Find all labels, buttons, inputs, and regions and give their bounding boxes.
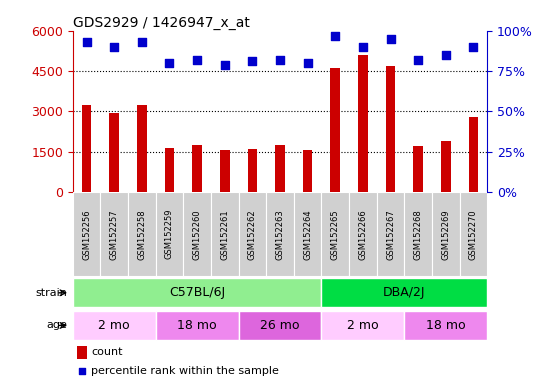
Bar [137,104,147,192]
Text: GSM152269: GSM152269 [441,209,450,260]
Bar [211,192,239,276]
Bar [441,141,451,192]
Point [441,52,450,58]
Bar [100,192,128,276]
Bar [165,147,174,192]
Bar [156,192,183,276]
Text: count: count [91,347,123,358]
Text: percentile rank within the sample: percentile rank within the sample [91,366,279,376]
Text: age: age [46,320,67,331]
Bar [239,192,266,276]
Bar [73,311,156,340]
Bar [275,145,285,192]
Text: GSM152266: GSM152266 [358,209,367,260]
Text: strain: strain [35,288,67,298]
Bar [413,146,423,192]
Text: 18 mo: 18 mo [426,319,465,332]
Point [358,44,367,50]
Text: GSM152265: GSM152265 [331,209,340,260]
Text: C57BL/6J: C57BL/6J [169,286,225,299]
Point [248,58,257,65]
Bar [404,311,487,340]
Bar [386,66,395,192]
Text: GSM152256: GSM152256 [82,209,91,260]
Bar [460,192,487,276]
Bar [469,117,478,192]
Text: GSM152268: GSM152268 [414,209,423,260]
Bar [156,311,239,340]
Point [386,36,395,42]
Bar [82,104,91,192]
Bar [321,311,404,340]
Bar [248,149,257,192]
Bar [192,145,202,192]
Text: 2 mo: 2 mo [99,319,130,332]
Point [331,33,340,39]
Point [165,60,174,66]
Text: 18 mo: 18 mo [178,319,217,332]
Text: 26 mo: 26 mo [260,319,300,332]
Bar [432,192,460,276]
Text: GSM152257: GSM152257 [110,209,119,260]
Text: GSM152267: GSM152267 [386,209,395,260]
Text: GSM152264: GSM152264 [303,209,312,260]
Bar [77,346,87,359]
Bar [358,55,368,192]
Bar [321,192,349,276]
Text: GSM152270: GSM152270 [469,209,478,260]
Bar [220,150,230,192]
Bar [239,311,321,340]
Point [82,39,91,45]
Point [220,61,229,68]
Text: DBA/2J: DBA/2J [383,286,426,299]
Bar [109,113,119,192]
Bar [73,192,100,276]
Point [137,39,146,45]
Text: GSM152259: GSM152259 [165,209,174,260]
Bar [349,192,377,276]
Text: GSM152262: GSM152262 [248,209,257,260]
Text: GSM152258: GSM152258 [137,209,146,260]
Point [110,44,119,50]
Point [414,57,423,63]
Text: GSM152260: GSM152260 [193,209,202,260]
Bar [266,192,294,276]
Text: GDS2929 / 1426947_x_at: GDS2929 / 1426947_x_at [73,16,250,30]
Point [78,367,87,374]
Text: GSM152263: GSM152263 [276,209,284,260]
Text: GSM152261: GSM152261 [220,209,229,260]
Bar [321,278,487,308]
Bar [73,278,321,308]
Bar [404,192,432,276]
Point [469,44,478,50]
Point [303,60,312,66]
Bar [330,68,340,192]
Bar [303,150,312,192]
Bar [183,192,211,276]
Text: 2 mo: 2 mo [347,319,379,332]
Point [193,57,202,63]
Bar [377,192,404,276]
Point [276,57,284,63]
Bar [128,192,156,276]
Bar [294,192,321,276]
